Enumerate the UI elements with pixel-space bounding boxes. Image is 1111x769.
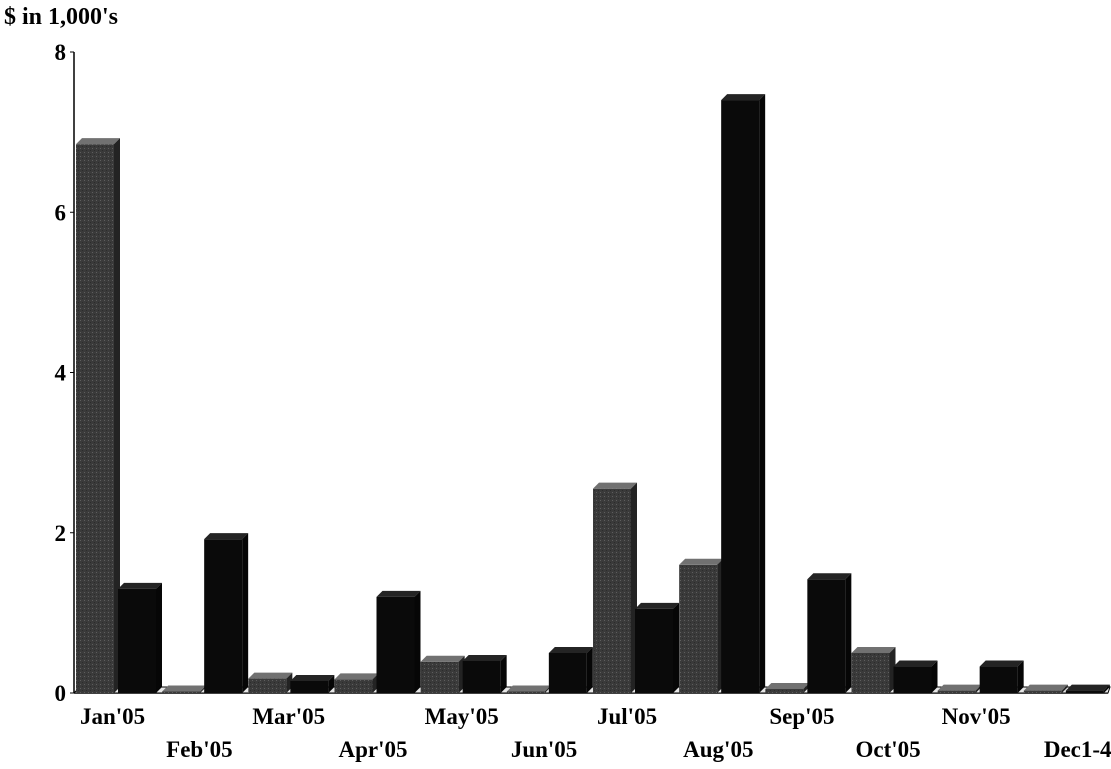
bar-texture xyxy=(851,652,890,693)
y-tick-label: 4 xyxy=(55,361,67,386)
x-tick-label: Jul'05 xyxy=(597,704,657,729)
y-tick-label: 6 xyxy=(55,200,67,225)
bar-Feb'05-s2 xyxy=(204,539,243,693)
bar-Jan'05-s2 xyxy=(118,588,156,693)
bar-texture xyxy=(334,679,373,693)
bar-side xyxy=(931,660,938,693)
x-tick-label: Sep'05 xyxy=(769,704,834,729)
bar-top xyxy=(548,646,593,653)
x-tick-label: Aug'05 xyxy=(683,737,753,762)
bar-side xyxy=(242,533,249,693)
bar-texture xyxy=(76,144,114,694)
bar-top xyxy=(807,573,852,580)
bar-texture xyxy=(679,564,718,693)
bar-side xyxy=(414,590,421,693)
bar-top xyxy=(851,646,896,653)
bar-side xyxy=(500,654,507,693)
bar-top xyxy=(334,673,379,680)
bar-Jun'05-s2 xyxy=(548,652,587,693)
bar-texture xyxy=(937,690,976,693)
bar-top xyxy=(893,660,938,667)
bar-side xyxy=(156,582,162,693)
bar-Oct'05-s2 xyxy=(893,666,932,693)
bar-top xyxy=(462,654,507,661)
bar-side xyxy=(1103,684,1110,693)
x-tick-label: Dec1-4,'05 xyxy=(1044,737,1111,762)
y-tick-label: 2 xyxy=(55,521,67,546)
bar-top xyxy=(420,655,465,662)
x-tick-label: May'05 xyxy=(425,704,499,729)
bar-side xyxy=(114,138,120,694)
bar-top xyxy=(1065,684,1110,691)
bar-top xyxy=(635,602,679,609)
bar-Jul'05-s2 xyxy=(635,608,673,693)
bar-top xyxy=(937,684,982,691)
bar-top xyxy=(376,590,421,597)
x-tick-label: Mar'05 xyxy=(252,704,325,729)
bar-top xyxy=(506,685,551,692)
bar-texture xyxy=(1023,690,1062,693)
y-tick-label: 8 xyxy=(55,40,67,65)
bar-top xyxy=(290,674,335,681)
x-tick-label: Oct'05 xyxy=(856,737,921,762)
bar-Aug'05-s2 xyxy=(721,100,760,693)
x-tick-label: Jan'05 xyxy=(80,704,145,729)
bar-side xyxy=(673,602,679,693)
bar-side xyxy=(1017,660,1024,693)
bar-Sep'05-s2 xyxy=(807,579,846,693)
bar-texture xyxy=(593,488,631,693)
x-tick-label: Jun'05 xyxy=(511,737,577,762)
bar-Nov'05-s2 xyxy=(979,666,1018,693)
bar-Dec1-4,'05-s2 xyxy=(1065,690,1104,693)
bar-top xyxy=(679,558,724,565)
bar-top xyxy=(118,582,162,589)
bar-top xyxy=(765,682,810,689)
bar-top xyxy=(1023,684,1068,691)
bar-top xyxy=(593,482,637,489)
bar-Apr'05-s2 xyxy=(376,596,415,693)
bar-top xyxy=(979,660,1024,667)
bar-Mar'05-s2 xyxy=(290,680,329,693)
bar-texture xyxy=(765,688,804,693)
bar-side xyxy=(328,674,335,693)
bar-top xyxy=(248,672,293,679)
x-tick-label: Nov'05 xyxy=(942,704,1011,729)
x-tick-label: Apr'05 xyxy=(339,737,408,762)
bar-top xyxy=(76,138,120,145)
bar-texture xyxy=(162,691,201,693)
bar-texture xyxy=(248,678,287,693)
bar-top xyxy=(204,533,249,540)
bar-May'05-s2 xyxy=(462,660,501,693)
bar-side xyxy=(845,573,852,693)
bar-top xyxy=(721,94,766,101)
bar-side xyxy=(759,94,766,693)
y-tick-label: 0 xyxy=(55,681,67,706)
bar-side xyxy=(1061,684,1068,693)
bar-top xyxy=(162,685,207,692)
bar-texture xyxy=(506,691,545,693)
y-axis-label: $ in 1,000's xyxy=(4,4,119,30)
x-tick-label: Feb'05 xyxy=(166,737,232,762)
bar-texture xyxy=(420,661,459,693)
bar-side xyxy=(586,646,593,693)
